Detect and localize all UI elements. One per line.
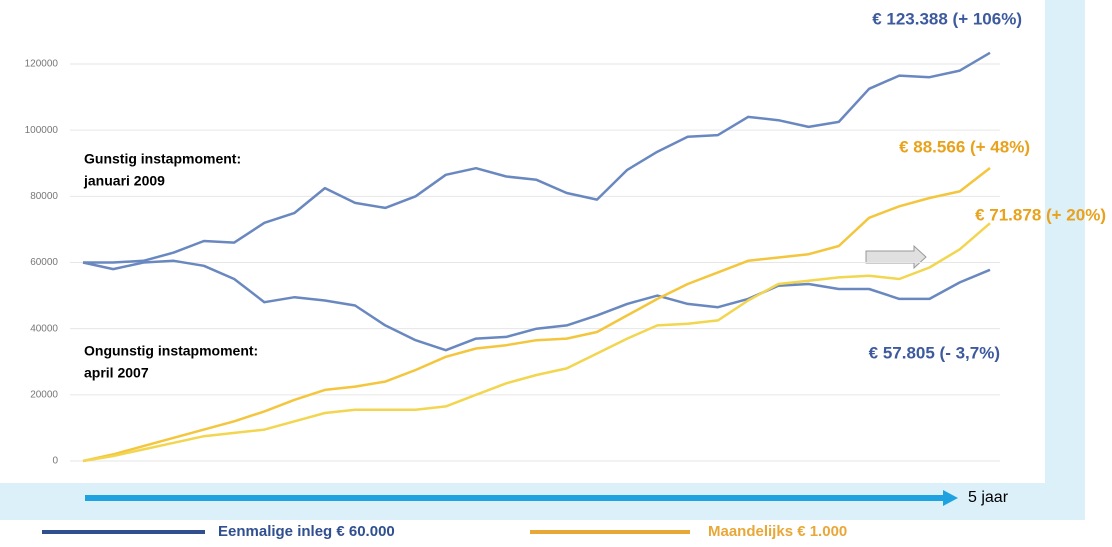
plot: 0 20000 40000 60000 80000 100000 120000 [25,51,1000,467]
background-panel [1045,0,1085,520]
y-tick-label: 80000 [30,191,58,202]
y-tick-label: 40000 [30,323,58,334]
x-axis-label: 5 jaar [968,489,1009,506]
annotation: Gunstig instapmoment: [84,151,241,167]
annotation: april 2007 [84,365,149,381]
series-line [82,167,991,463]
time-arrow-head [943,490,958,506]
end-label: € 123.388 (+ 106%) [872,9,1022,28]
y-tick-label: 120000 [25,59,59,70]
series-line [82,222,991,463]
legend-label: Maandelijks € 1.000 [708,523,847,540]
legend-label: Eenmalige inleg € 60.000 [218,523,395,540]
background-band [0,483,1085,520]
end-label: € 57.805 (- 3,7%) [869,343,1000,362]
series-line [82,259,991,352]
end-label: € 71.878 (+ 20%) [975,205,1106,224]
series-line [83,51,991,264]
grey-arrow [865,244,927,270]
end-label: € 88.566 (+ 48%) [899,137,1030,156]
y-tick-label: 0 [52,456,58,467]
annotation: Ongunstig instapmoment: [84,343,258,359]
y-tick-label: 20000 [30,389,58,400]
y-tick-label: 100000 [25,125,59,136]
annotation: januari 2009 [83,173,165,189]
y-tick-label: 60000 [30,257,58,268]
